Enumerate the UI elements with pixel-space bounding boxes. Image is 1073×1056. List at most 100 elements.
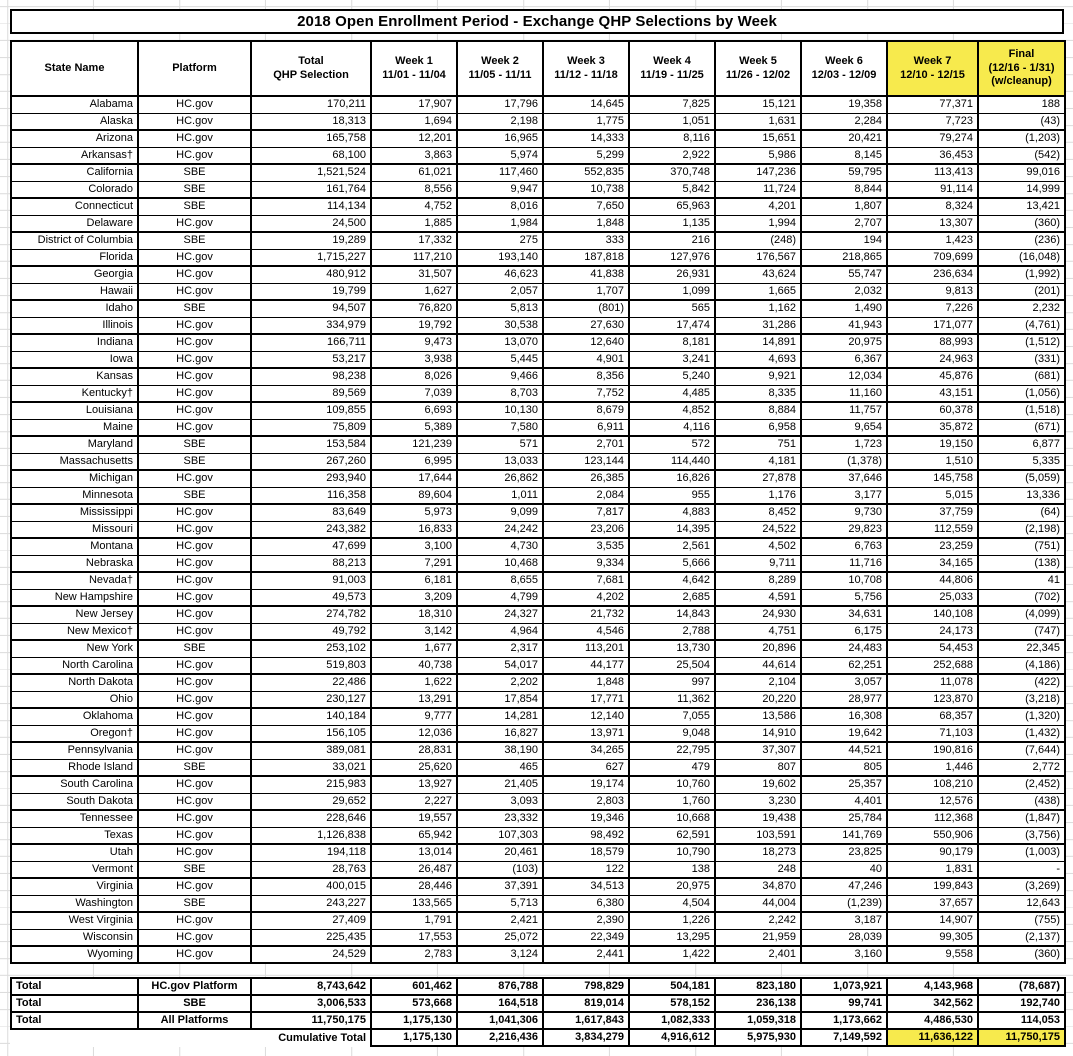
col-header-sublabel: 11/26 - 12/02 <box>725 68 791 81</box>
platform-cell: HC.gov <box>137 725 252 743</box>
week-4-cell: 4,485 <box>628 385 716 403</box>
week-3-cell: 2,390 <box>542 912 630 930</box>
cumulative-total-row: Cumulative Total 1,175,130 2,216,436 3,834,… <box>11 1028 1066 1047</box>
week-3-cell: 3,535 <box>542 538 630 556</box>
total-qhp-cell: 225,435 <box>250 929 372 947</box>
final-cell: (3,269) <box>977 878 1066 896</box>
week-5-cell: (248) <box>714 232 802 250</box>
week-6-cell: 25,784 <box>800 810 888 828</box>
final-cell: 12,643 <box>977 895 1066 913</box>
col-header-sublabel: 11/12 - 11/18 <box>554 68 618 81</box>
platform-cell: HC.gov <box>137 130 252 148</box>
week-1-cell: 573,668 <box>370 994 458 1013</box>
final-cell: (78,687) <box>977 977 1066 996</box>
week-4-cell: 8,181 <box>628 334 716 352</box>
total-qhp-cell: 140,184 <box>250 708 372 726</box>
final-cell: (201) <box>977 283 1066 301</box>
week-1-cell: 1,885 <box>370 215 458 233</box>
week-4-cell: 138 <box>628 861 716 879</box>
week-2-cell: 38,190 <box>456 742 544 760</box>
week-1-cell: 31,507 <box>370 266 458 284</box>
week-5-cell: 2,104 <box>714 674 802 692</box>
week-6-cell: 3,057 <box>800 674 888 692</box>
week-2-cell: 2,421 <box>456 912 544 930</box>
week-4-cell: 25,504 <box>628 657 716 675</box>
week-5-cell: 37,307 <box>714 742 802 760</box>
week-7-cell: 77,371 <box>886 96 979 114</box>
table-row: Oregon† HC.gov 156,105 12,036 16,827 13,971 9,… <box>10 725 1066 743</box>
table-row: New Hampshire HC.gov 49,573 3,209 4,799 4,202… <box>10 589 1066 607</box>
week-3-cell: 7,752 <box>542 385 630 403</box>
week-5-cell: 1,176 <box>714 487 802 505</box>
final-cell: (438) <box>977 793 1066 811</box>
state-name-cell: Colorado <box>10 181 139 199</box>
total-qhp-cell: 27,409 <box>250 912 372 930</box>
final-cell: (671) <box>977 419 1066 437</box>
platform-cell: HC.gov <box>137 844 252 862</box>
week-4-cell: 5,842 <box>628 181 716 199</box>
col-header-label: Week 6 <box>825 54 863 67</box>
col-header-week-3: Week 3 11/12 - 11/18 <box>542 40 630 97</box>
total-qhp-cell: 1,715,227 <box>250 249 372 267</box>
col-header-label: Week 4 <box>653 54 691 67</box>
week-4-cell: 997 <box>628 674 716 692</box>
week-4-cell: 2,922 <box>628 147 716 165</box>
week-3-cell: 1,707 <box>542 283 630 301</box>
state-name-cell: Montana <box>10 538 139 556</box>
week-4-cell: 13,730 <box>628 640 716 658</box>
final-cell: (7,644) <box>977 742 1066 760</box>
week-3-cell: 22,349 <box>542 929 630 947</box>
week-1-cell: 8,556 <box>370 181 458 199</box>
week-4-cell: 3,241 <box>628 351 716 369</box>
week-1-cell: 117,210 <box>370 249 458 267</box>
col-header-label: Final <box>1008 47 1035 60</box>
week-3-cell: 17,771 <box>542 691 630 709</box>
week-3-cell: 41,838 <box>542 266 630 284</box>
total-qhp-cell: 49,573 <box>250 589 372 607</box>
table-row: Idaho SBE 94,507 76,820 5,813 (801) 565 1,162 1,… <box>10 300 1066 318</box>
week-5-cell: 20,220 <box>714 691 802 709</box>
week-5-cell: 18,273 <box>714 844 802 862</box>
total-row: Total HC.gov Platform 8,743,642 601,462 876,… <box>10 977 1066 996</box>
final-cell: (4,099) <box>977 606 1066 624</box>
total-qhp-cell: 153,584 <box>250 436 372 454</box>
platform-cell: HC.gov <box>137 606 252 624</box>
week-6-cell: 28,977 <box>800 691 888 709</box>
week-6-cell: 44,521 <box>800 742 888 760</box>
week-5-cell: 236,138 <box>714 994 802 1013</box>
week-4-cell: 11,362 <box>628 691 716 709</box>
state-name-cell: Alabama <box>10 96 139 114</box>
week-2-cell: 1,041,306 <box>456 1011 544 1030</box>
state-name-cell: Oklahoma <box>10 708 139 726</box>
week-1-cell: 9,777 <box>370 708 458 726</box>
table-row: Michigan HC.gov 293,940 17,644 26,862 26,385 1… <box>10 470 1066 488</box>
platform-cell: SBE <box>137 164 252 182</box>
state-name-cell: New York <box>10 640 139 658</box>
platform-cell: SBE <box>137 487 252 505</box>
week-1-cell: 1,791 <box>370 912 458 930</box>
week-4-cell: 14,395 <box>628 521 716 539</box>
week-2-cell: 17,854 <box>456 691 544 709</box>
week-2-cell: 16,827 <box>456 725 544 743</box>
total-row: Total SBE 3,006,533 573,668 164,518 819,014 57… <box>10 994 1066 1013</box>
week-2-cell: 46,623 <box>456 266 544 284</box>
week-3-cell: 5,299 <box>542 147 630 165</box>
platform-cell: HC.gov <box>137 691 252 709</box>
table-row: Vermont SBE 28,763 26,487 (103) 122 138 248 40 1,… <box>10 861 1066 879</box>
week-4-cell: 504,181 <box>628 977 716 996</box>
total-qhp-cell: 230,127 <box>250 691 372 709</box>
total-qhp-cell: 89,569 <box>250 385 372 403</box>
col-header-state-name: State Name <box>10 40 139 97</box>
final-cell: 14,999 <box>977 181 1066 199</box>
table-row: Wyoming HC.gov 24,529 2,783 3,124 2,441 1,422 2… <box>10 946 1066 964</box>
week-6-cell: 12,034 <box>800 368 888 386</box>
week-1-cell: 1,175,130 <box>370 1028 458 1047</box>
week-3-cell: 2,803 <box>542 793 630 811</box>
week-1-cell: 1,622 <box>370 674 458 692</box>
week-2-cell: 5,445 <box>456 351 544 369</box>
table-row: Arizona HC.gov 165,758 12,201 16,965 14,333 8,… <box>10 130 1066 148</box>
week-3-cell: 19,346 <box>542 810 630 828</box>
week-6-cell: 6,367 <box>800 351 888 369</box>
week-5-cell: 8,884 <box>714 402 802 420</box>
week-2-cell: 9,099 <box>456 504 544 522</box>
